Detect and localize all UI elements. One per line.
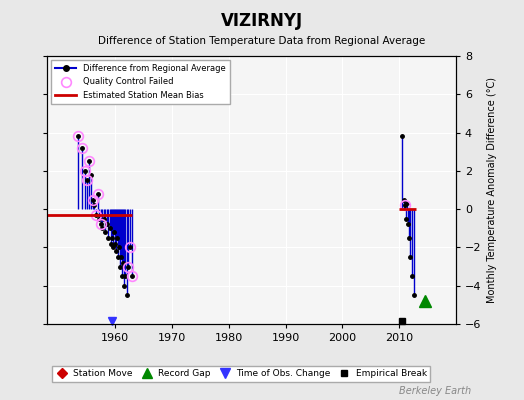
Text: VIZIRNYJ: VIZIRNYJ bbox=[221, 12, 303, 30]
Legend: Station Move, Record Gap, Time of Obs. Change, Empirical Break: Station Move, Record Gap, Time of Obs. C… bbox=[52, 366, 430, 382]
Text: Difference of Station Temperature Data from Regional Average: Difference of Station Temperature Data f… bbox=[99, 36, 425, 46]
Legend: Difference from Regional Average, Quality Control Failed, Estimated Station Mean: Difference from Regional Average, Qualit… bbox=[51, 60, 230, 104]
Y-axis label: Monthly Temperature Anomaly Difference (°C): Monthly Temperature Anomaly Difference (… bbox=[487, 77, 497, 303]
Text: Berkeley Earth: Berkeley Earth bbox=[399, 386, 472, 396]
